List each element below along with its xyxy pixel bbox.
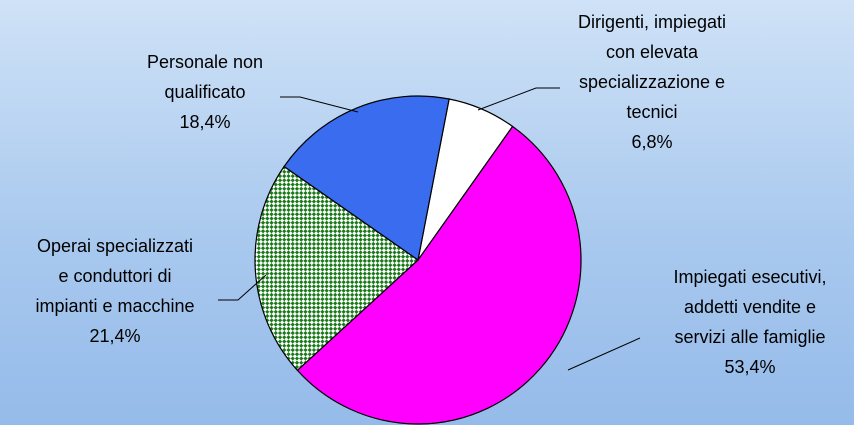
slice-category-label-1: specializzazione e: [579, 72, 725, 92]
leader-line-4: [280, 96, 359, 113]
leader-line-3: [218, 274, 267, 301]
slice-labels: Dirigenti, impiegati con elevata specializ…: [35, 12, 826, 377]
slice-category-label-3: e conduttori di: [58, 266, 171, 286]
slice-value-label-3: 21,4%: [89, 326, 140, 346]
slice-category-label-3: impianti e macchine: [35, 296, 194, 316]
leader-line-1: [477, 87, 560, 111]
slice-value-label-1: 6,8%: [631, 132, 672, 152]
slice-category-label-2: Impiegati esecutivi,: [673, 267, 826, 287]
pie-slice-3: [254, 165, 419, 372]
slice-category-label-2: addetti vendite e: [684, 297, 816, 317]
slice-category-label-4: qualificato: [164, 82, 245, 102]
pie-slices: [254, 95, 582, 425]
leader-lines: [218, 87, 641, 371]
pie-slice-4: [283, 95, 450, 262]
slice-category-label-2: servizi alle famiglie: [674, 327, 825, 347]
slice-category-label-1: con elevata: [606, 42, 699, 62]
slice-value-label-2: 53,4%: [724, 357, 775, 377]
leader-line-2: [567, 337, 641, 371]
slice-category-label-1: Dirigenti, impiegati: [578, 12, 726, 32]
slice-category-label-4: Personale non: [147, 52, 263, 72]
slice-category-label-1: tecnici: [626, 102, 677, 122]
slice-category-label-3: Operai specializzati: [37, 236, 193, 256]
slice-value-label-4: 18,4%: [179, 112, 230, 132]
pie-slice-2: [296, 125, 582, 425]
